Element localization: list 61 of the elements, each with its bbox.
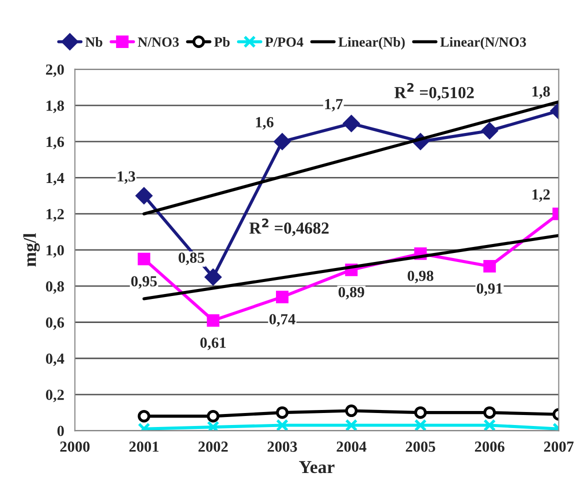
legend-label: N/NO3 [138,37,179,47]
point [204,268,222,286]
point [345,418,358,431]
data-label: 1,6 [256,117,274,130]
point [483,406,496,419]
y-tick-label: 0 [57,426,64,436]
data-label: 0,91 [476,283,502,296]
data-label: 0,95 [131,276,157,289]
y-tick-label: 2,0 [46,64,64,77]
x-tick-label: 2007 [544,442,574,452]
x-tick-label: 2001 [129,442,158,452]
y-tick-label: 0,4 [46,354,64,366]
data-label: 0,85 [178,252,204,266]
x-tick-label: 2002 [198,442,228,452]
point [274,133,291,150]
data-label: 0,74 [269,314,296,327]
legend-label: Nb [85,36,102,47]
y-axis-title: mg/l [23,233,40,267]
point [414,418,427,431]
point [138,252,150,266]
point [136,188,152,204]
y-tick-label: 1,4 [46,172,64,186]
y-tick-label: 1,0 [46,245,64,258]
x-tick-label: 2006 [474,442,504,452]
point [276,406,288,419]
y-tick-label: 0,2 [46,390,64,402]
point [138,410,150,422]
point [276,290,288,304]
data-label: 1,8 [532,86,550,99]
point [206,420,220,431]
y-tick-label: 1,2 [46,209,64,222]
annotation: R$^{2}$ =0,4682 [249,218,329,236]
x-tick-label: 2003 [268,442,297,452]
data-label: 1,2 [532,189,550,202]
y-tick-label: 0,6 [46,317,64,330]
point [481,122,498,139]
x-tick-label: 2004 [336,442,366,452]
y-tick-label: 0,8 [46,281,64,294]
data-label: 0,89 [338,286,364,300]
point [206,314,220,327]
data-label: 0,98 [408,270,434,284]
data-label: 1,3 [118,171,136,184]
point [276,418,288,431]
annotation: R$^{2}$ =0,5102 [394,83,474,101]
x-axis-title: Year [299,461,334,474]
data-label: 1,7 [325,99,343,112]
point [345,404,358,418]
point [206,410,220,422]
point [414,406,427,419]
y-tick-label: 1,8 [46,100,64,114]
legend-label: Pb [214,36,230,47]
legend-label: Linear(N/NO3 [440,36,526,50]
point [343,115,360,132]
legend-label: P/PO4 [265,37,304,47]
legend-label: Linear(Nb) [338,36,405,50]
data-label: 0,61 [200,338,226,350]
x-tick-label: 2005 [406,442,436,452]
point [483,418,496,431]
x-tick-label: 2000 [60,442,90,452]
point [483,260,496,272]
y-tick-label: 1,6 [46,136,64,150]
